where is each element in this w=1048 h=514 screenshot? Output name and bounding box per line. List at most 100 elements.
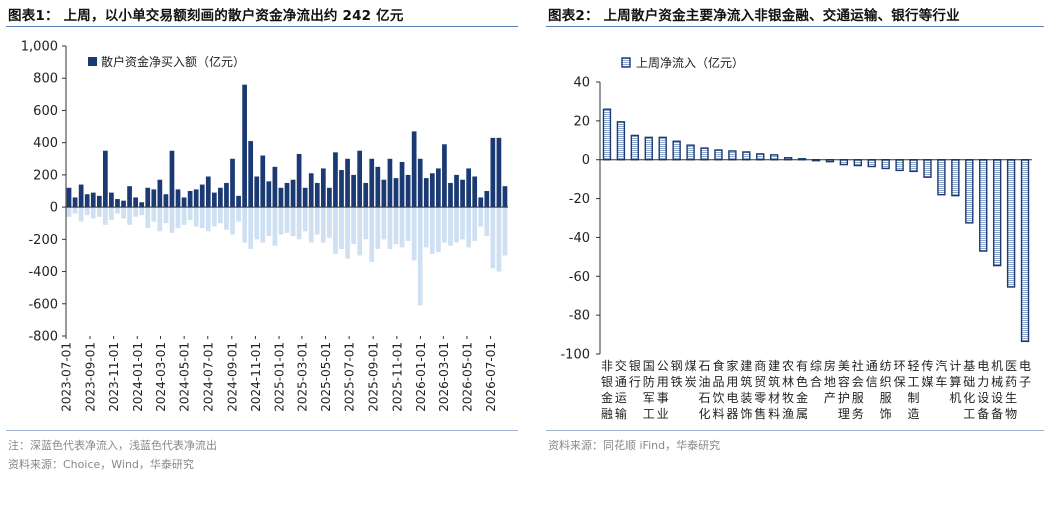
outflow-bar bbox=[109, 207, 114, 220]
inflow-bar bbox=[436, 168, 441, 208]
outflow-bar bbox=[417, 207, 423, 306]
outflow-bar bbox=[363, 207, 369, 240]
outflow-bar bbox=[242, 207, 247, 243]
inflow-bar bbox=[72, 197, 78, 208]
inflow-bar bbox=[448, 182, 453, 208]
inflow-bar bbox=[405, 174, 411, 208]
outflow-bar bbox=[320, 207, 326, 243]
outflow-bar bbox=[169, 207, 175, 233]
inflow-bar bbox=[466, 168, 472, 208]
legend-swatch bbox=[621, 57, 631, 68]
y-tick-label-2: 600 bbox=[33, 104, 58, 119]
outflow-bar bbox=[296, 207, 302, 240]
outflow-bar bbox=[399, 207, 405, 248]
inflow-bar bbox=[266, 181, 272, 208]
outflow-bar bbox=[357, 207, 363, 256]
industry-bar bbox=[728, 150, 737, 161]
outflow-bar bbox=[466, 207, 472, 248]
inflow-bar bbox=[502, 186, 508, 208]
y-tick-label-8: -600 bbox=[28, 297, 58, 312]
inflow-bar bbox=[399, 162, 405, 208]
outflow-bar bbox=[254, 207, 260, 240]
outflow-bar bbox=[339, 207, 344, 249]
inflow-bar bbox=[193, 189, 199, 208]
category-label-7: 石油石化 bbox=[699, 359, 711, 421]
category-label-16: 房地产 bbox=[824, 358, 836, 405]
outflow-bar bbox=[78, 207, 84, 222]
inflow-bar bbox=[96, 195, 102, 208]
outflow-bar bbox=[284, 207, 290, 233]
outflow-bar bbox=[236, 207, 241, 222]
industry-bar bbox=[602, 108, 612, 161]
outflow-bar bbox=[484, 207, 490, 237]
outflow-bar bbox=[224, 207, 229, 230]
x-tick-label-18: 2026-07-01 bbox=[484, 342, 498, 412]
outflow-bar bbox=[133, 207, 138, 217]
x-tick-label-6: 2024-07-01 bbox=[201, 342, 215, 412]
outflow-bar bbox=[436, 207, 441, 253]
inflow-bar bbox=[66, 187, 72, 208]
inflow-bar bbox=[115, 199, 120, 208]
inflow-bar bbox=[302, 187, 308, 208]
inflow-bar bbox=[496, 137, 502, 208]
x-tick-label-5: 2024-05-01 bbox=[178, 342, 192, 412]
outflow-bar bbox=[351, 207, 356, 245]
outflow-bar bbox=[90, 207, 96, 219]
inflow-bar bbox=[327, 187, 332, 208]
y-tick-label-3: 400 bbox=[33, 136, 58, 151]
outflow-bar bbox=[115, 207, 120, 214]
outflow-bar bbox=[193, 207, 199, 227]
inflow-bar bbox=[175, 189, 181, 208]
x-tick-label-11: 2025-05-01 bbox=[319, 342, 333, 412]
x-tick-label-9: 2025-01-01 bbox=[273, 342, 287, 412]
y-tick-label-9: -800 bbox=[28, 330, 58, 345]
outflow-bar bbox=[151, 207, 157, 222]
inflow-bar bbox=[169, 150, 175, 208]
category-label-17: 美容护理 bbox=[838, 359, 850, 421]
industry-bar bbox=[1006, 159, 1016, 288]
outflow-bar bbox=[205, 207, 211, 232]
outflow-bar bbox=[218, 207, 223, 224]
inflow-bar bbox=[411, 131, 417, 208]
y-tick-label-1: 800 bbox=[33, 72, 58, 87]
inflow-bar bbox=[484, 191, 490, 208]
outflow-bar bbox=[102, 207, 108, 225]
x-tick-label-7: 2024-09-01 bbox=[225, 342, 239, 412]
industry-bar bbox=[867, 159, 876, 168]
industry-bar bbox=[672, 140, 681, 161]
figure-1-panel: 图表1： 上周，以小单交易额刻画的散户资金净流出约 242 亿元 1,000 80… bbox=[0, 0, 522, 514]
y-tick-label-5: -60 bbox=[569, 270, 590, 285]
outflow-bar bbox=[272, 207, 278, 246]
inflow-bar bbox=[121, 200, 126, 208]
inflow-bar bbox=[320, 168, 326, 208]
x-tick-label-0: 2023-07-01 bbox=[60, 342, 74, 412]
outflow-bar bbox=[181, 207, 187, 225]
inflow-bar bbox=[357, 150, 363, 208]
inflow-bar bbox=[351, 174, 356, 208]
x-tick-label-3: 2024-01-01 bbox=[131, 342, 145, 412]
inflow-bar bbox=[187, 191, 193, 208]
outflow-bar bbox=[121, 207, 126, 219]
industry-bar bbox=[616, 121, 626, 161]
outflow-bar bbox=[278, 207, 284, 235]
x-tick-label-17: 2026-05-01 bbox=[460, 342, 474, 412]
x-tick-label-4: 2024-03-01 bbox=[154, 342, 168, 412]
category-label-30: 电子 bbox=[1019, 359, 1031, 389]
category-label-25: 计算机 bbox=[949, 359, 961, 405]
outflow-bar bbox=[145, 207, 151, 229]
inflow-bar bbox=[78, 184, 84, 208]
x-tick-label-10: 2025-03-01 bbox=[295, 342, 309, 412]
y-tick-label-6: -80 bbox=[569, 309, 590, 324]
outflow-bar bbox=[345, 207, 350, 259]
outflow-bar bbox=[423, 207, 429, 248]
y-tick-label-0: 40 bbox=[573, 76, 590, 91]
outflow-bar bbox=[157, 207, 163, 232]
industry-bar bbox=[686, 144, 695, 161]
category-label-12: 建筑材料 bbox=[768, 359, 780, 421]
industry-bar bbox=[937, 159, 946, 196]
inflow-bar bbox=[84, 194, 90, 208]
inflow-bar bbox=[393, 178, 399, 208]
inflow-bar bbox=[454, 174, 459, 208]
industry-bar bbox=[1020, 159, 1030, 343]
outflow-bar bbox=[411, 207, 417, 261]
